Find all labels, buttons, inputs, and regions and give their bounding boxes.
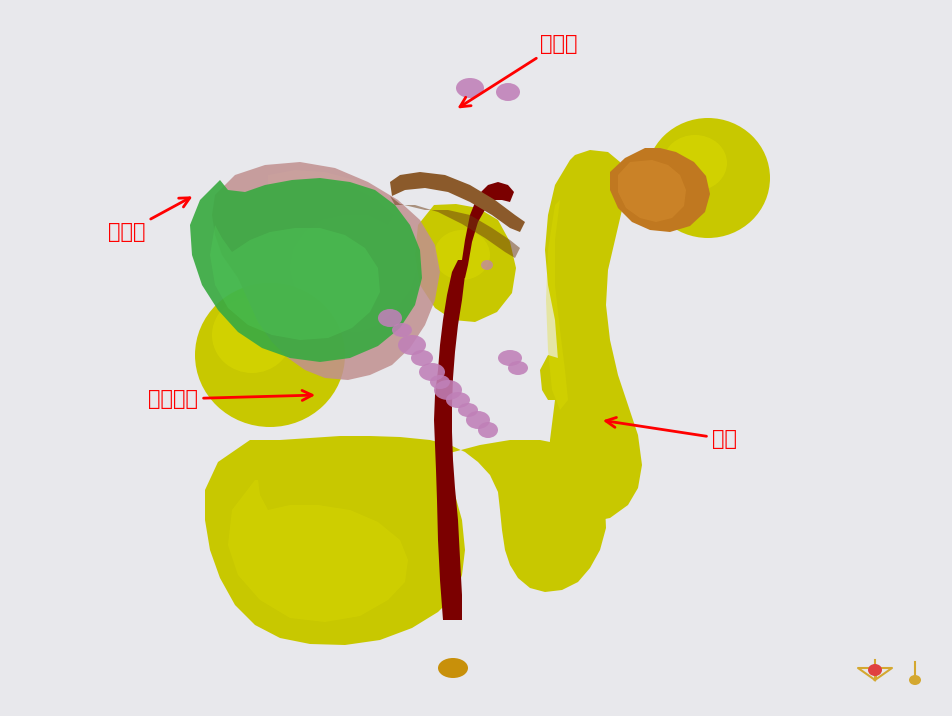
Ellipse shape <box>419 363 445 381</box>
Ellipse shape <box>433 380 462 400</box>
Ellipse shape <box>398 335 426 355</box>
Polygon shape <box>268 170 418 332</box>
Polygon shape <box>617 160 685 222</box>
Ellipse shape <box>391 323 411 337</box>
Ellipse shape <box>867 664 881 676</box>
Polygon shape <box>205 436 605 645</box>
Polygon shape <box>545 150 642 522</box>
Ellipse shape <box>429 375 449 389</box>
Ellipse shape <box>378 309 402 327</box>
Polygon shape <box>211 162 440 380</box>
Ellipse shape <box>663 135 726 191</box>
Polygon shape <box>209 225 380 340</box>
Ellipse shape <box>478 422 498 438</box>
Ellipse shape <box>458 403 478 417</box>
Polygon shape <box>433 260 465 620</box>
Ellipse shape <box>438 658 467 678</box>
Ellipse shape <box>507 361 527 375</box>
Ellipse shape <box>195 283 345 427</box>
Polygon shape <box>389 196 520 258</box>
Ellipse shape <box>498 350 522 366</box>
Text: 左半肝: 左半肝 <box>460 34 577 107</box>
Ellipse shape <box>908 675 920 685</box>
Ellipse shape <box>481 260 492 270</box>
Polygon shape <box>609 148 709 232</box>
Ellipse shape <box>495 83 520 101</box>
Polygon shape <box>462 182 513 278</box>
Ellipse shape <box>455 78 484 98</box>
Ellipse shape <box>211 297 291 373</box>
Text: 右半肝: 右半肝 <box>108 198 189 242</box>
Polygon shape <box>189 178 422 362</box>
Ellipse shape <box>433 230 489 280</box>
Polygon shape <box>545 200 567 410</box>
Polygon shape <box>414 204 515 322</box>
Text: 病灶: 病灶 <box>605 417 736 449</box>
Polygon shape <box>540 355 565 400</box>
Text: 扩张积水: 扩张积水 <box>148 389 312 409</box>
Ellipse shape <box>446 392 469 408</box>
Ellipse shape <box>466 411 489 429</box>
Polygon shape <box>228 480 407 622</box>
Ellipse shape <box>410 350 432 366</box>
Polygon shape <box>389 172 525 232</box>
Ellipse shape <box>645 118 769 238</box>
